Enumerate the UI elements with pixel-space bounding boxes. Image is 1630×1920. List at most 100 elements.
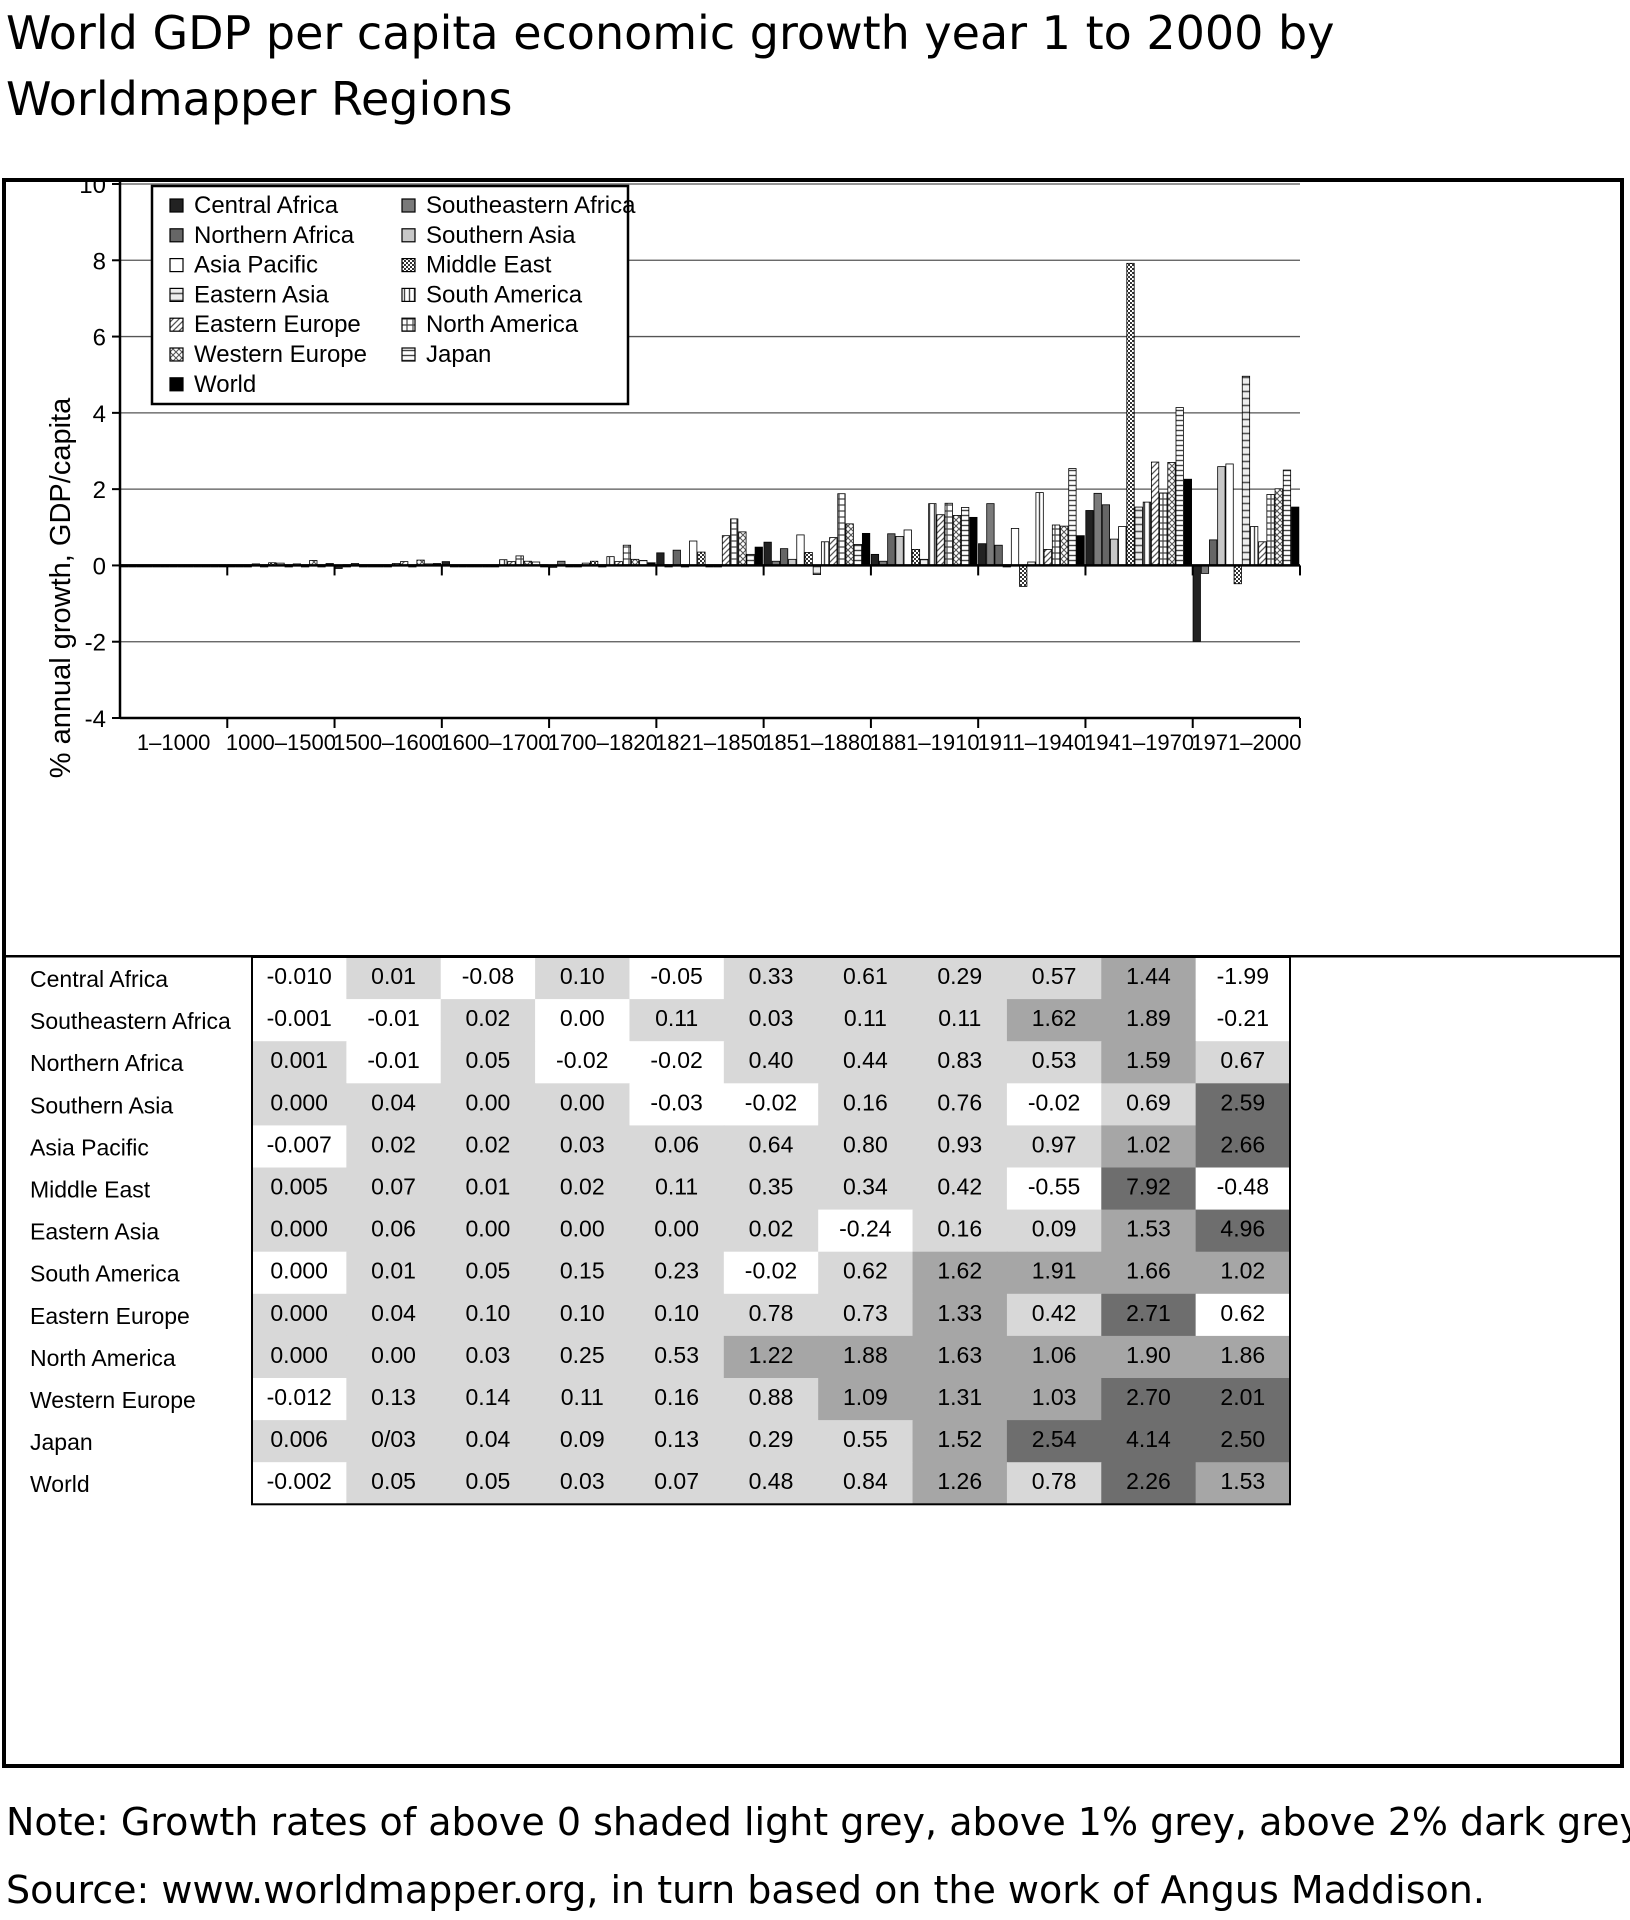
bar-north-america (1159, 492, 1168, 566)
x-tick-label: 1821–1850 (655, 730, 765, 755)
bar-asia-pacific (1225, 463, 1234, 566)
bar-japan (961, 507, 970, 566)
table-cell-bg (252, 1335, 347, 1379)
bar-eastern-asia (812, 565, 821, 575)
table-cell: 0.35 (749, 1174, 794, 1200)
bar-eastern-asia (1241, 375, 1251, 566)
table-cell: 0.29 (749, 1426, 794, 1452)
table-cell-bg (1195, 999, 1291, 1042)
table-cell-bg (629, 1335, 725, 1379)
table-cell-bg (252, 1209, 347, 1253)
table-cell-bg (818, 1378, 914, 1421)
table-row-label: Western Europe (30, 1387, 196, 1413)
data-table: % annualGDP/capita growth1–10001000–1500… (2, 955, 1624, 1506)
table-cell: -0.05 (650, 963, 702, 989)
table-cell: 2.54 (1032, 1426, 1077, 1452)
legend-label-southern-asia: Southern Asia (426, 222, 576, 249)
bar-eastern-europe (1150, 461, 1160, 566)
table-cell: -0.21 (1217, 1005, 1269, 1031)
table-cell-bg (818, 1083, 914, 1126)
table-cell-bg (252, 999, 347, 1042)
bar-central-africa (1085, 510, 1094, 566)
legend-swatch-southern-asia (401, 228, 416, 243)
table-cell-bg (252, 1251, 347, 1295)
bar-south-america (1142, 501, 1151, 566)
table-cell-bg (1101, 957, 1197, 1000)
table-cell-bg (535, 1293, 630, 1337)
table-cell: -0.55 (1028, 1174, 1080, 1200)
table-cell-bg (1006, 1251, 1102, 1295)
table-cell-bg (912, 1167, 1008, 1211)
legend-label-japan: Japan (426, 341, 491, 368)
figure-frame (2, 178, 1624, 1768)
table-cell: 0.55 (843, 1426, 888, 1452)
table-cell-bg (1195, 1209, 1291, 1253)
table-cell: 0.01 (371, 963, 416, 989)
table-cell: 0/03 (371, 1426, 416, 1452)
table-cell-bg (1195, 1462, 1291, 1505)
table-cell: 0.01 (466, 1174, 511, 1200)
table-cell: 0.03 (466, 1342, 511, 1368)
table-cell-bg (252, 1462, 347, 1505)
table-cell: 0.005 (270, 1174, 328, 1200)
bar-eastern-asia (1134, 506, 1143, 566)
table-cell-bg (629, 1293, 725, 1337)
table-cell: 1.90 (1126, 1342, 1171, 1368)
x-tick-label: 1971–2000 (1191, 730, 1301, 755)
table-cell: 0.006 (270, 1426, 328, 1452)
bar-western-europe (738, 531, 747, 566)
x-tick-label: 1881–1910 (869, 730, 979, 755)
bar-northern-africa (1209, 539, 1218, 566)
bar-asia-pacific (1010, 528, 1020, 566)
table-cell: 0.10 (560, 963, 605, 989)
table-cell-bg (346, 957, 442, 1000)
table-cell: 0.02 (371, 1131, 416, 1157)
table-cell-bg (723, 1083, 819, 1126)
table-cell-bg (535, 1462, 630, 1505)
table-cell-bg (252, 957, 347, 1000)
bar-world (1291, 506, 1300, 566)
table-cell-bg (818, 1293, 914, 1337)
bar-middle-east (1126, 262, 1135, 566)
table-cell-bg (912, 1209, 1008, 1253)
bar-world (969, 516, 978, 566)
table-cell: 0.05 (466, 1258, 511, 1284)
table-row-label: Japan (30, 1429, 93, 1455)
table-cell: 1.22 (749, 1342, 794, 1368)
bar-eastern-europe (829, 537, 838, 566)
table-cell-bg (346, 1335, 442, 1379)
table-cell-bg (818, 1209, 914, 1253)
table-cell-bg (535, 957, 630, 1000)
table-cell-bg (1195, 1251, 1291, 1295)
y-tick-label: -2 (85, 630, 106, 657)
bar-northern-africa (779, 548, 789, 566)
table-cell-bg (818, 999, 914, 1042)
table-cell: 0.06 (654, 1131, 699, 1157)
table-cell: 0.73 (843, 1300, 888, 1326)
table-cell: -0.02 (745, 1258, 797, 1284)
table-cell-bg (818, 1335, 914, 1379)
bar-north-america (515, 555, 524, 566)
bar-eastern-europe (936, 514, 945, 566)
table-cell-bg (535, 1125, 630, 1168)
table-cell-bg (346, 1462, 442, 1505)
table-cell: 0.76 (937, 1089, 982, 1115)
table-cell-bg (912, 957, 1008, 1000)
table-cell-bg (818, 1251, 914, 1295)
legend-swatch-japan (401, 347, 416, 362)
table-cell: 0.05 (466, 1468, 511, 1494)
table-cell-bg (723, 1167, 819, 1211)
table-cell-bg (252, 1041, 347, 1084)
table-cell-bg (1006, 1083, 1102, 1126)
table-cell-bg (346, 1420, 442, 1463)
table-cell: 0.00 (371, 1342, 416, 1368)
table-cell-bg (1195, 1041, 1291, 1084)
table-cell: 0.05 (466, 1047, 511, 1073)
table-cell: 0.04 (466, 1426, 511, 1452)
table-cell-bg (723, 1209, 819, 1253)
table-cell: 0.02 (749, 1216, 794, 1242)
table-cell-bg (1006, 1293, 1102, 1337)
bar-southern-asia (1109, 538, 1119, 566)
table-cell-bg (818, 1420, 914, 1463)
table-cell: 1.89 (1126, 1005, 1171, 1031)
